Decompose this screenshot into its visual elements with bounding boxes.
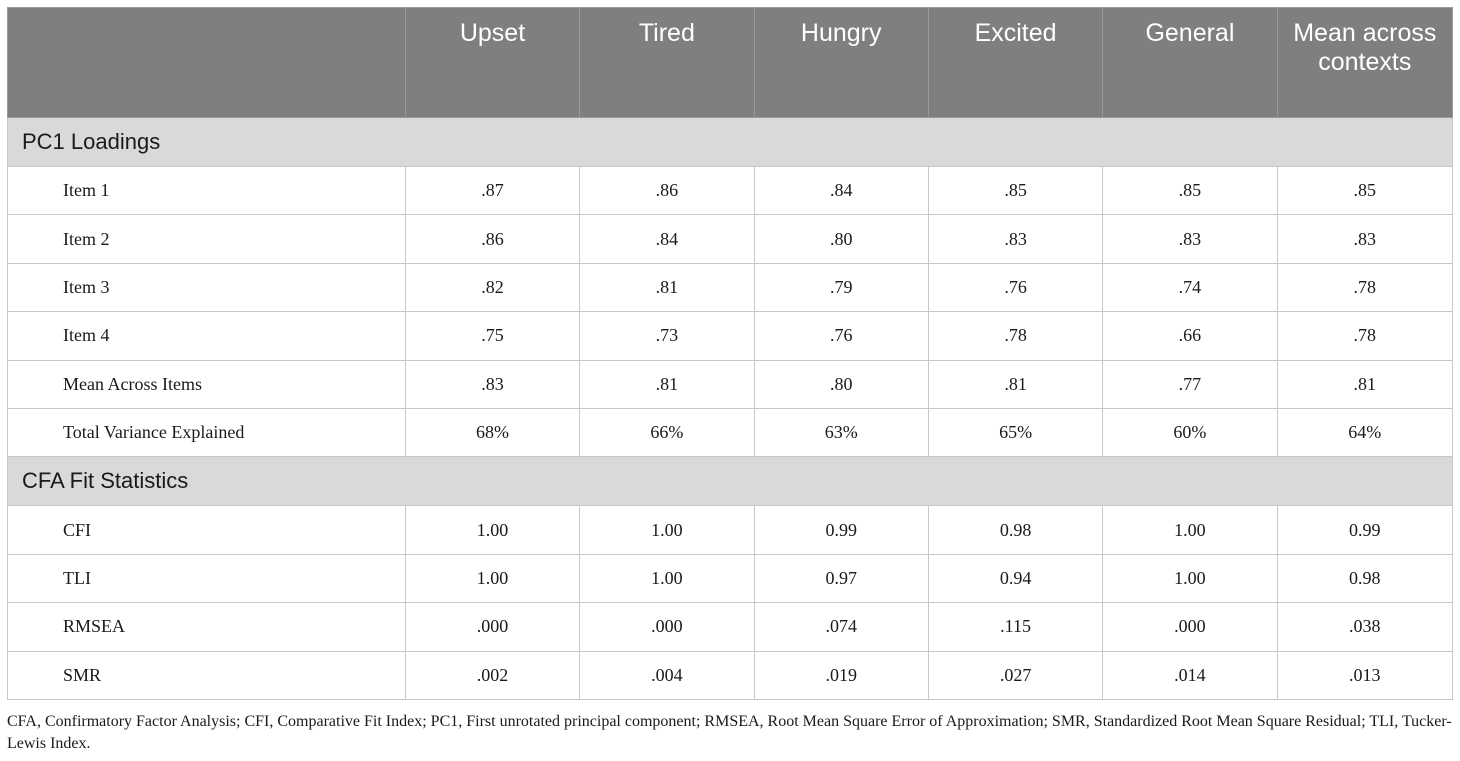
row-label: Item 2 [7, 214, 406, 264]
table-cell: .000 [579, 602, 755, 652]
table-footnote: CFA, Confirmatory Factor Analysis; CFI, … [7, 713, 1452, 752]
table-cell: .83 [927, 214, 1104, 264]
header-cell-mean-across-contexts: Mean across contexts [1276, 7, 1454, 118]
table-cell: .77 [1102, 359, 1278, 409]
table-cell: .80 [753, 214, 929, 264]
table-cell: 0.99 [753, 505, 929, 555]
row-label: Item 4 [7, 311, 406, 361]
table-cell: .074 [753, 602, 929, 652]
table-cell: .013 [1276, 650, 1454, 700]
table-cell: 0.99 [1276, 505, 1454, 555]
table-cell: .79 [753, 262, 929, 313]
table-cell: .84 [753, 165, 929, 216]
table-cell: 1.00 [1102, 505, 1278, 555]
table-cell: 68% [404, 407, 581, 458]
section-row-cfa-fit-statistics: CFA Fit Statistics [7, 456, 1453, 507]
table-cell: .84 [579, 214, 755, 264]
table-row: Item 1 .87 .86 .84 .85 .85 .85 [7, 165, 1454, 216]
table-cell: 1.00 [579, 505, 755, 555]
table-cell: .83 [404, 359, 581, 409]
table-cell: .83 [1276, 214, 1454, 264]
row-label: Mean Across Items [7, 359, 406, 409]
table-cell: .115 [927, 602, 1104, 652]
table-row: Item 4 .75 .73 .76 .78 .66 .78 [7, 311, 1454, 361]
table-cell: .85 [1276, 165, 1454, 216]
table-row: SMR .002 .004 .019 .027 .014 .013 [7, 650, 1454, 700]
table-cell: .038 [1276, 602, 1454, 652]
row-label: TLI [7, 553, 406, 604]
table-row: CFI 1.00 1.00 0.99 0.98 1.00 0.99 [7, 505, 1454, 555]
table-cell: .000 [1102, 602, 1278, 652]
table-cell: .81 [579, 262, 755, 313]
row-label: Item 1 [7, 165, 406, 216]
header-cell-upset: Upset [404, 7, 581, 118]
header-cell-tired: Tired [579, 7, 755, 118]
table-row: TLI 1.00 1.00 0.97 0.94 1.00 0.98 [7, 553, 1454, 604]
table-cell: .76 [753, 311, 929, 361]
table-cell: .81 [1276, 359, 1454, 409]
header-row: Upset Tired Hungry Excited General Mean … [7, 7, 1454, 118]
table-cell: 63% [753, 407, 929, 458]
table-row: Mean Across Items .83 .81 .80 .81 .77 .8… [7, 359, 1454, 409]
row-label: SMR [7, 650, 406, 700]
table-cell: .78 [927, 311, 1104, 361]
table-cell: .81 [579, 359, 755, 409]
row-label: Item 3 [7, 262, 406, 313]
table-row: Item 3 .82 .81 .79 .76 .74 .78 [7, 262, 1454, 313]
results-table-container: Upset Tired Hungry Excited General Mean … [7, 7, 1454, 700]
table-cell: .76 [927, 262, 1104, 313]
table-cell: 0.98 [1276, 553, 1454, 604]
table-cell: 64% [1276, 407, 1454, 458]
row-label: CFI [7, 505, 406, 555]
table-cell: .86 [579, 165, 755, 216]
table-cell: .73 [579, 311, 755, 361]
table-cell: 0.98 [927, 505, 1104, 555]
table-cell: .82 [404, 262, 581, 313]
table-row: Total Variance Explained 68% 66% 63% 65%… [7, 407, 1454, 458]
table-cell: .83 [1102, 214, 1278, 264]
table-cell: .019 [753, 650, 929, 700]
table-cell: .002 [404, 650, 581, 700]
table-cell: .80 [753, 359, 929, 409]
table-cell: 1.00 [404, 505, 581, 555]
table-row: Item 2 .86 .84 .80 .83 .83 .83 [7, 214, 1454, 264]
table-cell: 66% [579, 407, 755, 458]
table-cell: .78 [1276, 262, 1454, 313]
table-cell: 60% [1102, 407, 1278, 458]
row-label: RMSEA [7, 602, 406, 652]
table-cell: .027 [927, 650, 1104, 700]
table-cell: 65% [927, 407, 1104, 458]
table-cell: .87 [404, 165, 581, 216]
table-cell: .74 [1102, 262, 1278, 313]
section-row-pc1-loadings: PC1 Loadings [7, 117, 1453, 167]
table-cell: .014 [1102, 650, 1278, 700]
table-row: RMSEA .000 .000 .074 .115 .000 .038 [7, 602, 1454, 652]
table-cell: 1.00 [1102, 553, 1278, 604]
table-cell: 0.97 [753, 553, 929, 604]
table-cell: .81 [927, 359, 1104, 409]
table-cell: .85 [1102, 165, 1278, 216]
table-cell: .86 [404, 214, 581, 264]
results-table: Upset Tired Hungry Excited General Mean … [7, 7, 1454, 700]
table-cell: .66 [1102, 311, 1278, 361]
table-cell: .75 [404, 311, 581, 361]
section-title: PC1 Loadings [7, 117, 1453, 167]
table-cell: .85 [927, 165, 1104, 216]
table-cell: .78 [1276, 311, 1454, 361]
table-cell: .004 [579, 650, 755, 700]
header-cell-excited: Excited [927, 7, 1104, 118]
table-cell: 1.00 [579, 553, 755, 604]
table-cell: 1.00 [404, 553, 581, 604]
section-title: CFA Fit Statistics [7, 456, 1453, 507]
row-label: Total Variance Explained [7, 407, 406, 458]
header-cell-general: General [1102, 7, 1278, 118]
table-cell: .000 [404, 602, 581, 652]
header-cell-stub [7, 7, 406, 118]
table-cell: 0.94 [927, 553, 1104, 604]
header-cell-hungry: Hungry [753, 7, 929, 118]
